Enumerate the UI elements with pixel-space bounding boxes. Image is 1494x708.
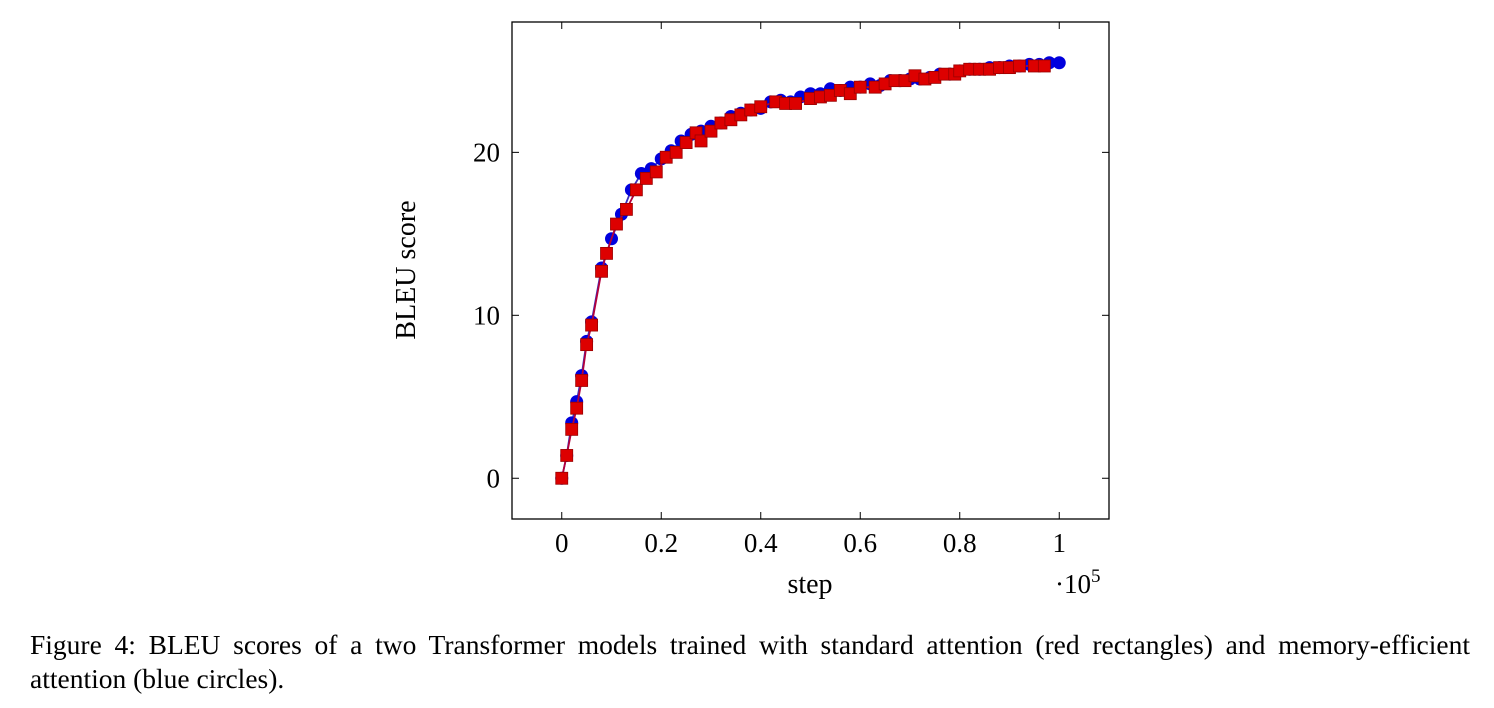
data-point-square: [580, 338, 594, 352]
x-tick-label: 0.6: [843, 528, 877, 558]
figure-caption: Figure 4: BLEU scores of a two Transform…: [30, 629, 1470, 694]
data-point-square: [649, 165, 663, 179]
data-point-square: [560, 449, 574, 462]
data-point-square: [570, 401, 584, 415]
data-point-square: [789, 97, 802, 110]
data-point-square: [610, 217, 623, 231]
x-tick-label: 0: [555, 528, 569, 558]
series-square: [555, 59, 1051, 485]
data-point-square: [1037, 59, 1051, 73]
data-point-circle: [1052, 56, 1066, 70]
x-axis-label: step: [787, 569, 832, 600]
data-point-square: [575, 374, 589, 387]
data-point-square: [585, 318, 598, 332]
plot-frame: [511, 21, 1110, 520]
data-point-square: [853, 80, 867, 94]
x-tick-label: 0.4: [744, 528, 778, 558]
x-tick-label: 1: [1053, 528, 1067, 558]
data-point-square: [639, 172, 653, 185]
data-point-square: [600, 246, 613, 260]
data-point-square: [1013, 59, 1026, 73]
x-tick-label: 0.2: [644, 528, 678, 558]
data-point-square: [565, 422, 579, 436]
data-point-square: [595, 264, 608, 278]
y-tick-label: 0: [487, 463, 501, 493]
series-line: [560, 65, 1045, 479]
data-point-square: [620, 202, 633, 216]
y-axis-label: BLEU score: [391, 200, 422, 339]
x-tick-label: 0.8: [943, 528, 977, 558]
y-tick-label: 20: [473, 137, 500, 167]
x-axis-multiplier: ·105: [1055, 566, 1101, 599]
data-point-square: [555, 471, 569, 485]
data-point-square: [694, 134, 708, 148]
y-tick-label: 10: [473, 300, 500, 330]
data-point-square: [754, 100, 768, 114]
x-axis-multiplier-base: ·10: [1055, 569, 1091, 599]
data-point-square: [679, 136, 693, 149]
data-point-square: [629, 183, 643, 197]
series-layer: [555, 56, 1066, 485]
series-line: [560, 61, 1060, 479]
data-point-square: [669, 145, 683, 159]
data-point-square: [843, 87, 857, 101]
series-circle: [555, 56, 1066, 485]
data-point-square: [704, 124, 718, 138]
x-axis-multiplier-exp: 5: [1091, 566, 1101, 587]
